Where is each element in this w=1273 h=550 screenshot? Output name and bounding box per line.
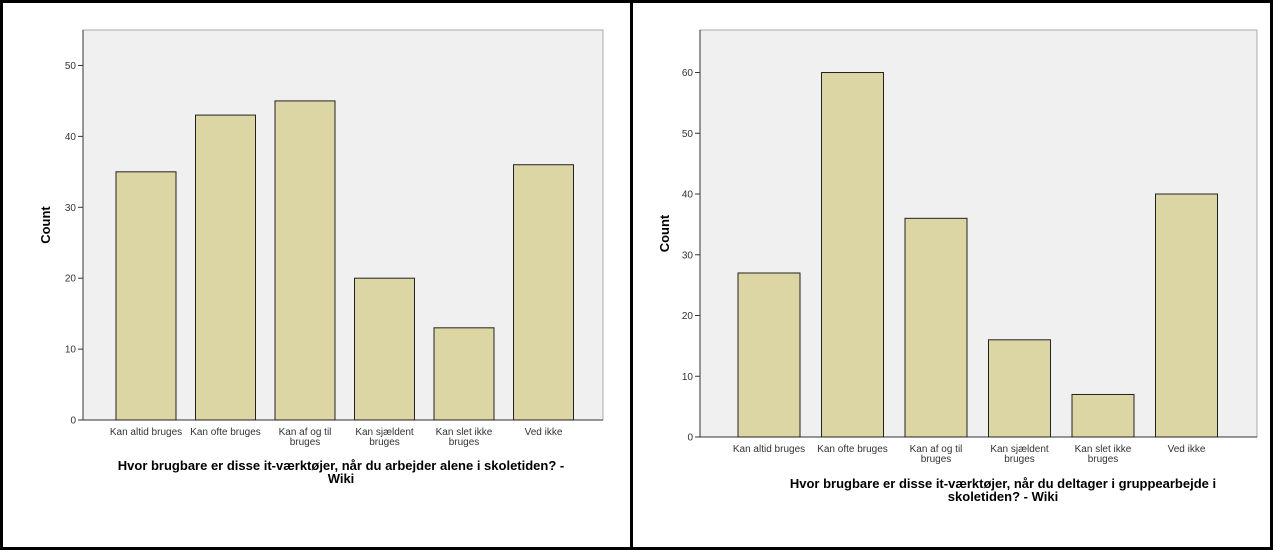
y-tick-label: 40 (682, 190, 694, 201)
category-label-line: Kan slet ikke (1075, 444, 1132, 455)
category-label: Kan slet ikke bruges (1075, 444, 1132, 465)
category-label-line: bruges (1004, 454, 1035, 465)
y-tick-label: 20 (65, 274, 77, 285)
category-label: Kan sjældent bruges (990, 444, 1049, 465)
chart-left: 0 10 20 30 40 50 Kan altid bruges Kan ofte brug… (38, 29, 604, 486)
bar (274, 100, 336, 421)
bar (821, 72, 884, 438)
y-tick-label: 60 (682, 68, 694, 79)
x-axis-title: Hvor brugbare er disse it-værktøjer, når… (118, 458, 564, 486)
bar (904, 217, 968, 438)
y-tick-label: 30 (65, 203, 77, 214)
y-tick-label: 20 (682, 311, 694, 322)
y-tick-label: 10 (65, 345, 77, 356)
panel-divider (630, 0, 633, 550)
bar (1071, 393, 1135, 438)
bar (513, 164, 574, 421)
bar (195, 114, 256, 421)
y-tick-label: 0 (70, 416, 76, 427)
bar (115, 171, 177, 421)
category-label-line: Kan ofte bruges (817, 444, 888, 455)
bar (433, 327, 495, 421)
category-label: Kan ofte bruges (817, 444, 888, 455)
y-tick-label: 40 (65, 132, 77, 143)
x-axis-title-line: Wiki (328, 471, 355, 486)
category-label: Kan altid bruges (110, 427, 182, 438)
category-label: Kan af og til bruges (910, 444, 963, 465)
bar (1155, 193, 1218, 438)
y-tick-label: 0 (687, 433, 693, 444)
y-axis-title: Count (657, 214, 672, 252)
category-label-line: Kan sjældent (990, 444, 1049, 455)
category-label-line: Ved ikke (525, 427, 563, 438)
category-label-line: Ved ikke (1168, 444, 1206, 455)
category-label-line: Kan altid bruges (733, 444, 805, 455)
y-tick-label: 10 (682, 372, 694, 383)
category-label-line: Kan altid bruges (110, 427, 182, 438)
y-tick-label: 50 (65, 61, 77, 72)
category-label-line: bruges (290, 437, 321, 448)
category-label-line: bruges (449, 437, 480, 448)
bar (988, 339, 1051, 438)
x-axis-title-line: Hvor brugbare er disse it-værktøjer, når… (790, 476, 1216, 491)
category-label: Kan af og til bruges (279, 427, 332, 448)
category-label-line: Kan sjældent (355, 427, 414, 438)
category-label-line: Kan af og til (279, 427, 332, 438)
x-axis-title-line: skoletiden? - Wiki (948, 489, 1058, 504)
chart-right: 0 10 20 30 40 50 60 Kan altid bruges Kan ofte br… (657, 29, 1258, 504)
bar (737, 272, 801, 438)
x-axis-title: Hvor brugbare er disse it-værktøjer, når… (790, 476, 1216, 504)
category-label-line: Kan af og til (910, 444, 963, 455)
category-label-line: Kan ofte bruges (190, 427, 261, 438)
x-axis-title-line: Hvor brugbare er disse it-værktøjer, når… (118, 458, 564, 473)
y-axis-title: Count (38, 206, 53, 244)
category-label: Kan sjældent bruges (355, 427, 414, 448)
y-tick-label: 30 (682, 250, 694, 261)
bar (354, 277, 415, 421)
category-label: Kan slet ikke bruges (436, 427, 493, 448)
category-label: Ved ikke (1168, 444, 1206, 455)
category-label: Ved ikke (525, 427, 563, 438)
category-label-line: bruges (1088, 454, 1119, 465)
category-label-line: Kan slet ikke (436, 427, 493, 438)
category-label-line: bruges (921, 454, 952, 465)
category-label: Kan ofte bruges (190, 427, 261, 438)
category-label-line: bruges (369, 437, 400, 448)
category-label: Kan altid bruges (733, 444, 805, 455)
y-tick-label: 50 (682, 129, 694, 140)
